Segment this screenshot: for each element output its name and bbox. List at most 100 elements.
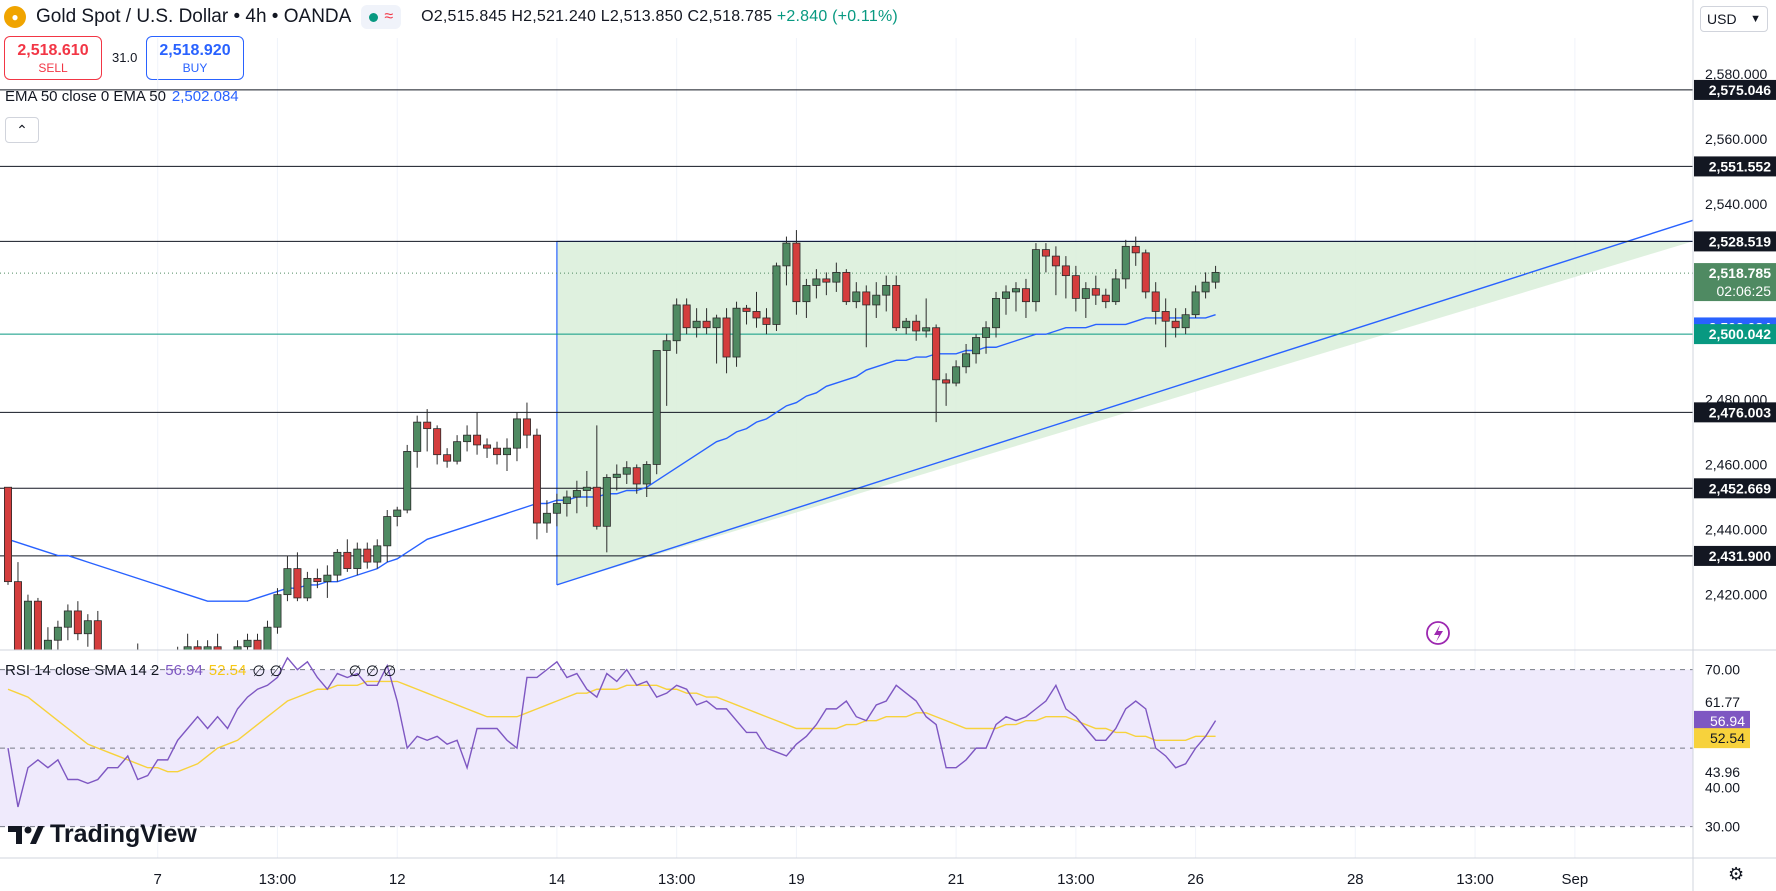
candle-body — [912, 320, 921, 332]
candle-body — [572, 490, 581, 498]
candle-body — [4, 486, 12, 583]
time-axis-tick-label: 21 — [948, 871, 965, 888]
candle-body — [134, 653, 141, 660]
buy-button[interactable]: 2,518.920 BUY — [146, 36, 244, 80]
time-axis-tick-label: 12 — [389, 871, 406, 888]
rsi-line — [7, 656, 1217, 808]
price-axis-tick-label: 2,420.000 — [1705, 587, 1767, 603]
candle-body — [672, 304, 681, 342]
ohlc-high: H2,521.240 — [511, 8, 597, 25]
lightning-circle[interactable] — [1426, 621, 1450, 645]
sell-label: SELL — [38, 60, 68, 75]
time-axis-tick-label: 7 — [154, 871, 162, 888]
candle-body — [363, 548, 372, 563]
level-tag-label: 2,476.003 — [1709, 404, 1771, 420]
candle-body — [393, 509, 402, 517]
candle-body — [662, 340, 671, 351]
candle-body — [922, 327, 931, 332]
level-tag-box — [1694, 545, 1776, 566]
price-axis-tick-label: 2,540.000 — [1705, 196, 1767, 212]
candle-body — [702, 320, 711, 329]
candle-body — [1031, 249, 1040, 303]
candle-body — [622, 467, 631, 475]
candle-body — [952, 366, 961, 384]
candle-body — [433, 428, 442, 456]
candle-body — [1002, 291, 1011, 299]
currency-select[interactable]: USD ▼ — [1700, 6, 1768, 32]
candle-body — [1021, 288, 1030, 303]
level-tag-label: 2,575.046 — [1709, 82, 1771, 98]
ema50-line — [7, 314, 1216, 602]
candle-body — [1121, 245, 1130, 280]
level-tag-label: 2,431.900 — [1709, 548, 1771, 564]
candle-body — [253, 639, 262, 650]
time-axis-tick-label: Sep — [1562, 871, 1589, 888]
candle-body — [73, 610, 82, 635]
rsi-legend-label: RSI 14 close SMA 14 2 — [5, 662, 160, 679]
time-axis-tick-label: 26 — [1187, 871, 1204, 888]
buy-label: BUY — [182, 60, 208, 75]
candle-body — [473, 434, 482, 446]
candle-body — [1171, 320, 1180, 329]
time-axis-tick-label: 19 — [788, 871, 805, 888]
candle-body — [962, 353, 971, 368]
candle-body — [213, 646, 222, 650]
candle-body — [642, 464, 651, 485]
candle-body — [882, 285, 891, 296]
rsi-sma-line — [7, 680, 1216, 773]
rsi-legend[interactable]: RSI 14 close SMA 14 2 56.94 52.54 ∅ ∅ ∅ … — [5, 662, 396, 680]
price-axis-tick-label: 2,460.000 — [1705, 456, 1767, 472]
candle-body — [93, 620, 102, 650]
symbol-title[interactable]: Gold Spot / U.S. Dollar • 4h • OANDA — [36, 6, 352, 27]
tradingview-mark-icon — [8, 825, 44, 844]
candle-body — [852, 291, 861, 303]
level-tag-box — [1694, 156, 1776, 177]
candle-body — [972, 337, 981, 355]
candle-body — [323, 574, 332, 583]
candle-body — [1201, 281, 1210, 293]
candle-body — [762, 317, 771, 325]
level-tag-label: 2,528.519 — [1709, 233, 1771, 249]
ema-legend[interactable]: EMA 50 close 0 EMA 50 2,502.084 — [5, 88, 239, 105]
candle-body — [612, 473, 621, 478]
candle-body — [333, 551, 342, 576]
candle-body — [562, 496, 571, 504]
chevron-down-icon: ▼ — [1750, 13, 1761, 25]
candle-body — [832, 271, 841, 283]
time-axis-tick-label: 13:00 — [1057, 871, 1095, 888]
gold-coin-icon: ● — [4, 6, 26, 28]
candle-body — [812, 278, 821, 286]
rsi-band-fill — [0, 669, 1693, 827]
candle-body — [283, 568, 292, 596]
rsi-na-values-b: ∅ ∅ ∅ — [348, 663, 397, 680]
ohlc-change: +2.840 (+0.11%) — [776, 8, 898, 25]
last-price-tag-label: 2,518.785 — [1709, 265, 1771, 281]
candle-body — [862, 291, 871, 306]
ema-price-tag-label: 2,502.084 — [1709, 319, 1771, 335]
candle-body — [782, 242, 791, 267]
spread-value: 31.0 — [112, 50, 138, 65]
candle-body — [872, 294, 881, 306]
candle-body — [742, 307, 751, 312]
collapse-legend-button[interactable]: ⌃ — [5, 117, 39, 143]
lightning-bolt[interactable] — [1434, 625, 1443, 642]
level-tag-label: 2,452.669 — [1709, 480, 1771, 496]
ohlc-readout: O2,515.845 H2,521.240 L2,513.850 C2,518.… — [421, 8, 898, 26]
settings-gear-icon[interactable]: ⚙ — [1728, 864, 1745, 884]
market-open-dot-icon — [369, 12, 379, 22]
sell-button[interactable]: 2,518.610 SELL — [4, 36, 102, 80]
level-tag-box — [1694, 478, 1776, 499]
candle-body — [1131, 245, 1140, 254]
candle-body — [722, 317, 731, 358]
candle-body — [532, 434, 541, 524]
market-status-pill[interactable]: ≈ — [361, 5, 402, 29]
tradingview-logo[interactable]: TradingView — [8, 820, 197, 849]
candle-body — [582, 486, 591, 491]
candle-body — [992, 298, 1001, 329]
chevron-up-icon: ⌃ — [16, 121, 28, 138]
rsi-last-tag-box — [1694, 710, 1750, 731]
candle-body — [1051, 255, 1060, 267]
candle-body — [463, 434, 472, 443]
lightning-event-icon[interactable] — [1426, 621, 1450, 645]
